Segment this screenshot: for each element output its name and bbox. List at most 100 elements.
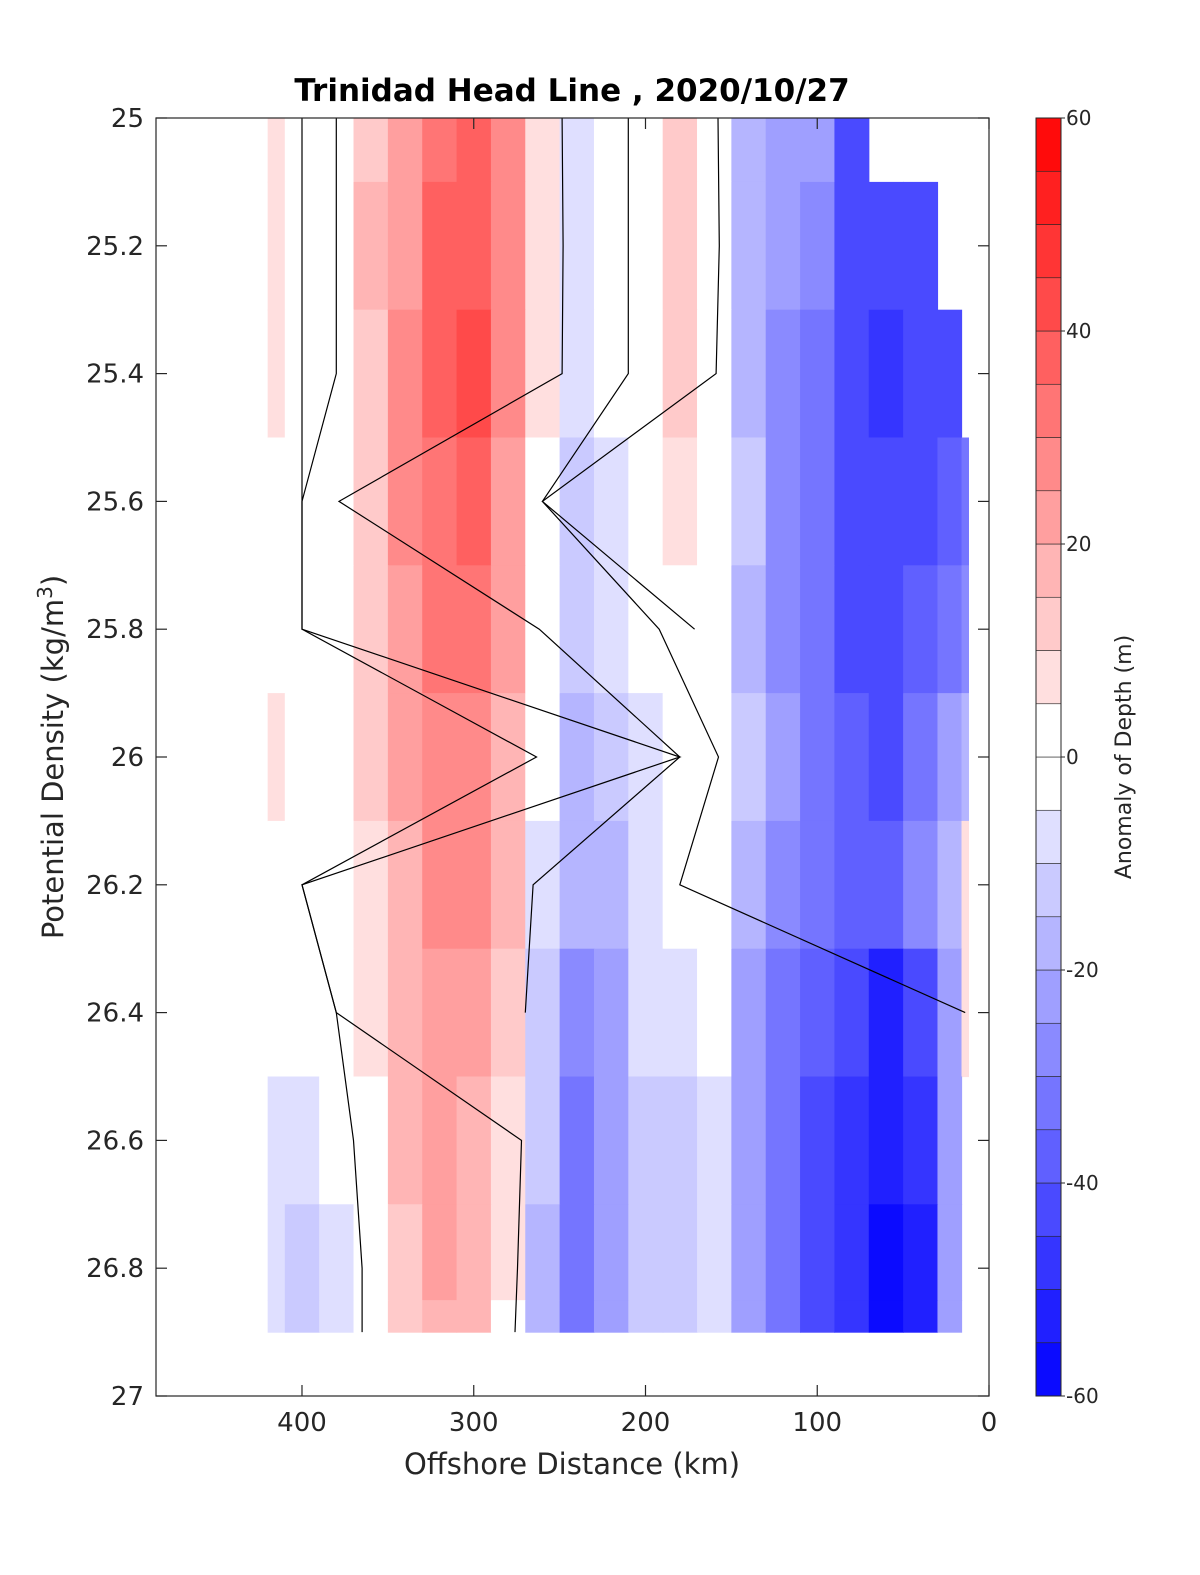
- contour-cell: [628, 693, 664, 822]
- contour-cell: [697, 1300, 732, 1333]
- contour-cell: [834, 565, 870, 694]
- contour-cell: [319, 1076, 355, 1205]
- contour-cell: [903, 1204, 939, 1301]
- contour-cell: [800, 1300, 836, 1333]
- colorbar-band: [1035, 969, 1062, 1024]
- contour-cell: [593, 820, 629, 950]
- contour-cell: [697, 820, 732, 950]
- zero-contour-line: [337, 118, 681, 1013]
- contour-cell: [800, 565, 836, 694]
- contour-cell: [628, 1204, 664, 1301]
- colorbar-tick-label: -60: [1066, 1384, 1099, 1408]
- contour-cell: [937, 1076, 963, 1205]
- contour-cell: [903, 693, 939, 822]
- contour-cell: [525, 948, 561, 1078]
- contour-cell: [284, 948, 320, 1078]
- y-tick-label: 25: [111, 104, 144, 134]
- plot-area: 400 300 200 100 0 25 25.2 25.4 25.6 25.8 26 26.2 26…: [86, 104, 997, 1438]
- contour-cell: [353, 118, 389, 183]
- contour-cell: [422, 309, 458, 439]
- contour-cell: [422, 118, 458, 183]
- colorbar-band: [1035, 1076, 1062, 1131]
- contour-cell: [800, 693, 836, 822]
- contour-cell: [456, 1076, 492, 1205]
- contour-cell: [628, 948, 664, 1078]
- contour-cell: [387, 437, 423, 566]
- contour-cell: [422, 1204, 458, 1301]
- contour-cell: [422, 437, 458, 566]
- y-axis-label-superscript: 3: [33, 586, 57, 599]
- contour-cell: [961, 820, 969, 950]
- colorbar-band: [1035, 916, 1062, 971]
- contour-cell: [559, 565, 595, 694]
- contour-cell: [559, 820, 595, 950]
- contour-cell: [387, 1204, 423, 1301]
- y-tick-label: 25.4: [86, 360, 144, 390]
- contour-cell: [903, 820, 939, 950]
- contour-cell: [422, 565, 458, 694]
- contour-cell: [731, 820, 767, 950]
- contour-cell: [697, 1204, 732, 1301]
- contour-cell: [559, 437, 595, 566]
- contour-cell: [456, 1300, 492, 1333]
- contour-cell: [731, 118, 767, 183]
- contour-cell: [267, 181, 286, 311]
- zero-contour-lines: [301, 118, 966, 1333]
- contour-cell: [422, 1300, 458, 1333]
- contour-cell: [868, 181, 904, 311]
- contour-cell: [800, 1204, 836, 1301]
- y-tick-label: 25.2: [86, 232, 144, 262]
- contour-cell: [628, 309, 664, 439]
- contour-fill: [267, 118, 969, 1333]
- contour-cell: [387, 565, 423, 694]
- contour-cell: [593, 1076, 629, 1205]
- contour-cell: [731, 1300, 767, 1333]
- colorbar-band: [1035, 383, 1062, 438]
- y-tick-label: 26.6: [86, 1126, 144, 1156]
- colorbar-tick-label: 40: [1066, 319, 1091, 343]
- contour-cell: [868, 1300, 904, 1333]
- contour-cell: [868, 437, 904, 566]
- contour-cell: [765, 565, 801, 694]
- colorbar-band: [1035, 437, 1062, 492]
- contour-cell: [490, 565, 526, 694]
- colorbar-tick-label: 0: [1066, 745, 1079, 769]
- contour-cell: [490, 1204, 526, 1301]
- colorbar-tick-label: -20: [1066, 958, 1099, 982]
- contour-cell: [319, 820, 355, 950]
- x-tick-label: 300: [449, 1408, 499, 1438]
- contour-cell: [868, 1076, 904, 1205]
- contour-cell: [559, 309, 595, 439]
- contour-cell: [961, 948, 969, 1078]
- contour-cell: [593, 693, 629, 822]
- contour-cell: [525, 820, 561, 950]
- contour-cell: [284, 1076, 320, 1205]
- contour-cell: [422, 948, 458, 1078]
- contour-cell: [628, 565, 664, 694]
- contour-cell: [697, 437, 732, 566]
- y-axis: 25 25.2 25.4 25.6 25.8 26 26.2 26.4 26.6 26.8 27: [86, 104, 989, 1412]
- contour-cell: [731, 565, 767, 694]
- contour-cell: [868, 565, 904, 694]
- contour-cell: [559, 181, 595, 311]
- contour-cell: [662, 1300, 698, 1333]
- y-tick-label: 26.2: [86, 871, 144, 901]
- contour-cell: [937, 693, 963, 822]
- contour-cell: [731, 1204, 767, 1301]
- contour-cell: [937, 437, 963, 566]
- contour-cell: [267, 693, 286, 822]
- contour-cell: [456, 693, 492, 822]
- contour-cell: [628, 181, 664, 311]
- contour-cell: [731, 437, 767, 566]
- colorbar-band: [1035, 543, 1062, 598]
- contour-cell: [456, 181, 492, 311]
- colorbar-band: [1035, 596, 1062, 651]
- contour-cell: [267, 118, 286, 183]
- contour-cell: [387, 309, 423, 439]
- contour-cell: [593, 565, 629, 694]
- contour-cell: [593, 118, 629, 183]
- contour-cell: [628, 820, 664, 950]
- contour-cell: [697, 565, 732, 694]
- contour-cell: [800, 1076, 836, 1205]
